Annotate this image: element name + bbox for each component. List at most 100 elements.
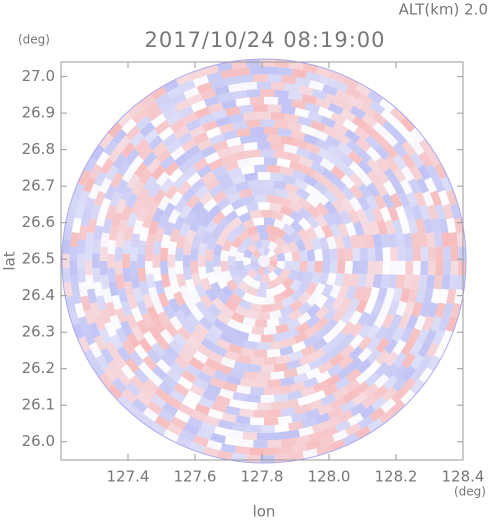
field-cell xyxy=(277,415,293,425)
field-cell xyxy=(317,148,334,162)
field-cell xyxy=(125,148,140,165)
field-cell xyxy=(95,354,110,371)
field-cell xyxy=(100,274,110,290)
field-cell xyxy=(95,295,107,311)
field-cell xyxy=(264,66,279,75)
field-cell xyxy=(181,112,198,126)
field-cell xyxy=(189,441,206,454)
field-cell xyxy=(245,59,261,68)
field-cell xyxy=(347,150,363,165)
field-cell xyxy=(442,302,454,319)
field-cell xyxy=(347,209,361,225)
field-cell xyxy=(121,339,136,356)
field-cell xyxy=(169,315,183,331)
field-cell xyxy=(111,211,123,228)
field-cell xyxy=(280,376,296,387)
field-cell xyxy=(206,71,223,83)
field-cell xyxy=(129,131,145,147)
field-cell xyxy=(288,308,303,322)
field-cell xyxy=(214,426,230,437)
field-cell xyxy=(228,265,239,277)
field-cell xyxy=(347,357,363,372)
field-cell xyxy=(145,233,156,249)
field-cell xyxy=(139,384,156,400)
field-cell xyxy=(234,305,249,317)
field-cell xyxy=(391,179,405,196)
field-cell xyxy=(401,377,416,394)
field-cell xyxy=(348,196,363,212)
field-cell xyxy=(163,79,180,93)
field-cell xyxy=(209,376,225,389)
field-cell xyxy=(306,215,320,230)
field-cell xyxy=(156,358,172,374)
field-cell xyxy=(230,311,245,324)
field-cell xyxy=(383,363,399,379)
field-cell xyxy=(267,104,282,113)
field-cell xyxy=(207,204,222,219)
field-cell xyxy=(365,194,379,211)
field-cell xyxy=(158,408,175,423)
field-cell xyxy=(224,75,240,86)
field-cell xyxy=(289,160,304,172)
field-cell xyxy=(219,178,235,191)
field-cell xyxy=(139,226,150,242)
field-cell xyxy=(267,264,276,273)
field-cell xyxy=(297,197,312,211)
field-cell xyxy=(173,215,186,231)
field-cell xyxy=(327,102,344,116)
field-cell xyxy=(304,324,320,338)
field-cell xyxy=(157,292,170,308)
field-cell xyxy=(274,423,290,433)
field-cell xyxy=(213,370,229,382)
field-cell xyxy=(409,165,423,182)
field-cell xyxy=(220,305,235,319)
field-cell xyxy=(301,417,318,429)
field-cell xyxy=(253,240,263,250)
field-cell xyxy=(186,313,200,328)
field-cell xyxy=(165,112,182,127)
field-cell xyxy=(228,82,244,93)
field-cell xyxy=(117,160,132,176)
field-cell xyxy=(392,351,408,368)
field-cell xyxy=(286,359,302,370)
field-cell xyxy=(310,347,326,361)
field-cell xyxy=(450,261,459,276)
field-cell xyxy=(277,127,292,138)
field-cell xyxy=(376,219,388,235)
field-cell xyxy=(227,255,236,267)
field-cell xyxy=(83,349,98,366)
field-cell xyxy=(193,377,209,391)
field-cell xyxy=(367,417,384,433)
field-cell xyxy=(117,111,133,128)
field-cell xyxy=(381,120,398,136)
field-cell xyxy=(186,194,200,209)
field-cell xyxy=(224,436,240,447)
field-cell xyxy=(310,271,322,285)
field-cell xyxy=(406,191,419,208)
field-cell xyxy=(224,210,239,223)
field-cell xyxy=(260,425,275,433)
field-cell xyxy=(289,350,304,362)
field-cell xyxy=(264,356,278,365)
field-cell xyxy=(215,232,228,247)
field-cell xyxy=(288,60,304,71)
field-cell xyxy=(89,302,101,318)
field-cell xyxy=(251,187,264,196)
field-cell xyxy=(283,367,299,379)
field-cell xyxy=(260,394,275,403)
field-cell xyxy=(219,331,235,344)
field-cell xyxy=(336,261,346,275)
field-cell xyxy=(280,135,296,146)
field-cell xyxy=(257,247,264,256)
field-cell xyxy=(177,376,194,391)
field-cell xyxy=(224,299,239,312)
field-cell xyxy=(288,91,304,101)
field-cell xyxy=(389,261,399,275)
field-cell xyxy=(166,85,183,100)
field-cell xyxy=(111,294,123,311)
field-cell xyxy=(335,89,352,103)
field-cell xyxy=(340,108,357,123)
field-cell xyxy=(352,391,368,407)
field-cell xyxy=(392,142,408,158)
field-cell xyxy=(146,158,162,174)
